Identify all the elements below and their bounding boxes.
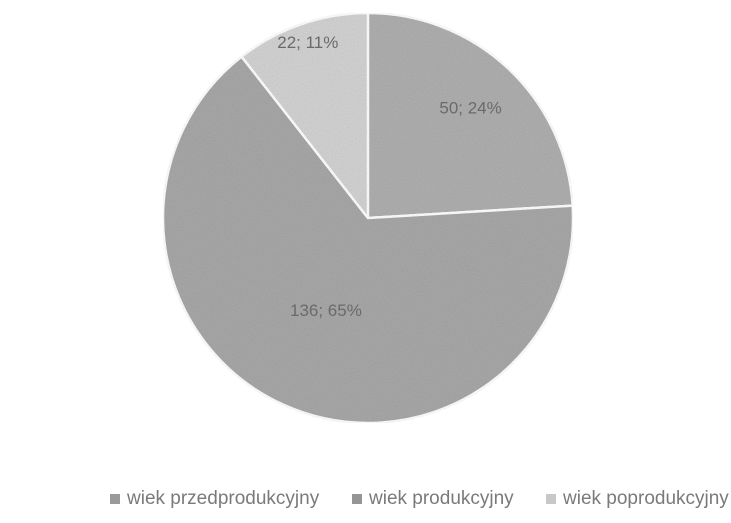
legend-item-wiek-poprodukcyjny: wiek poprodukcyjny — [546, 488, 729, 510]
pie-slice-wiek-poprodukcyjny — [239, 11, 370, 222]
data-label-wiek-przedprodukcyjny: 50; 24% — [439, 99, 501, 118]
pie-slice-wiek-przedprodukcyjny — [366, 11, 574, 220]
legend-item-wiek-przedprodukcyjny: wiek przedprodukcyjny — [110, 488, 319, 510]
pie-chart-plot: 50; 24% 136; 65% 22; 11% — [161, 11, 575, 425]
legend-label: wiek poprodukcyjny — [563, 488, 729, 509]
legend-swatch-icon — [352, 494, 362, 504]
legend-swatch-icon — [546, 494, 556, 504]
data-label-wiek-poprodukcyjny: 22; 11% — [277, 33, 338, 52]
legend-item-wiek-produkcyjny: wiek produkcyjny — [352, 488, 514, 510]
legend-swatch-icon — [110, 494, 120, 504]
chart-legend: wiek przedprodukcyjny wiek produkcyjny w… — [0, 488, 731, 518]
legend-label: wiek przedprodukcyjny — [127, 488, 320, 509]
pie-slice-wiek-produkcyjny — [161, 54, 575, 425]
legend-label: wiek produkcyjny — [369, 488, 514, 509]
data-label-wiek-produkcyjny: 136; 65% — [290, 301, 362, 320]
